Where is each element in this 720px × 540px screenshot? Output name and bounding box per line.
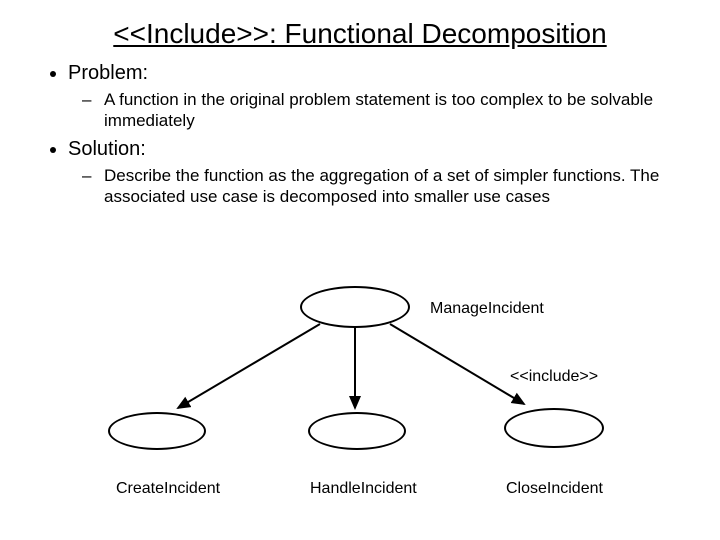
usecase-mid bbox=[308, 412, 406, 450]
usecase-label-left: CreateIncident bbox=[116, 480, 220, 498]
usecase-label-top: ManageIncident bbox=[430, 300, 544, 318]
usecase-left bbox=[108, 412, 206, 450]
content-area: Problem: A function in the original prob… bbox=[0, 62, 720, 207]
include-stereotype-label: <<include>> bbox=[510, 368, 598, 386]
include-arrow-2 bbox=[390, 324, 524, 404]
problem-label: Problem: bbox=[68, 62, 148, 84]
slide-title: <<Include>>: Functional Decomposition bbox=[0, 0, 720, 56]
include-arrow-0 bbox=[178, 324, 320, 408]
solution-bullet: Solution: Describe the function as the a… bbox=[68, 138, 680, 208]
bullet-list: Problem: A function in the original prob… bbox=[40, 62, 680, 207]
solution-label: Solution: bbox=[68, 138, 146, 160]
usecase-label-right: CloseIncident bbox=[506, 480, 603, 498]
usecase-top bbox=[300, 286, 410, 328]
solution-detail: Describe the function as the aggregation… bbox=[104, 165, 680, 208]
usecase-diagram: ManageIncident CreateIncident HandleIncide… bbox=[0, 280, 720, 540]
usecase-right bbox=[504, 408, 604, 448]
usecase-label-mid: HandleIncident bbox=[310, 480, 417, 498]
problem-bullet: Problem: A function in the original prob… bbox=[68, 62, 680, 132]
problem-detail: A function in the original problem state… bbox=[104, 89, 680, 132]
